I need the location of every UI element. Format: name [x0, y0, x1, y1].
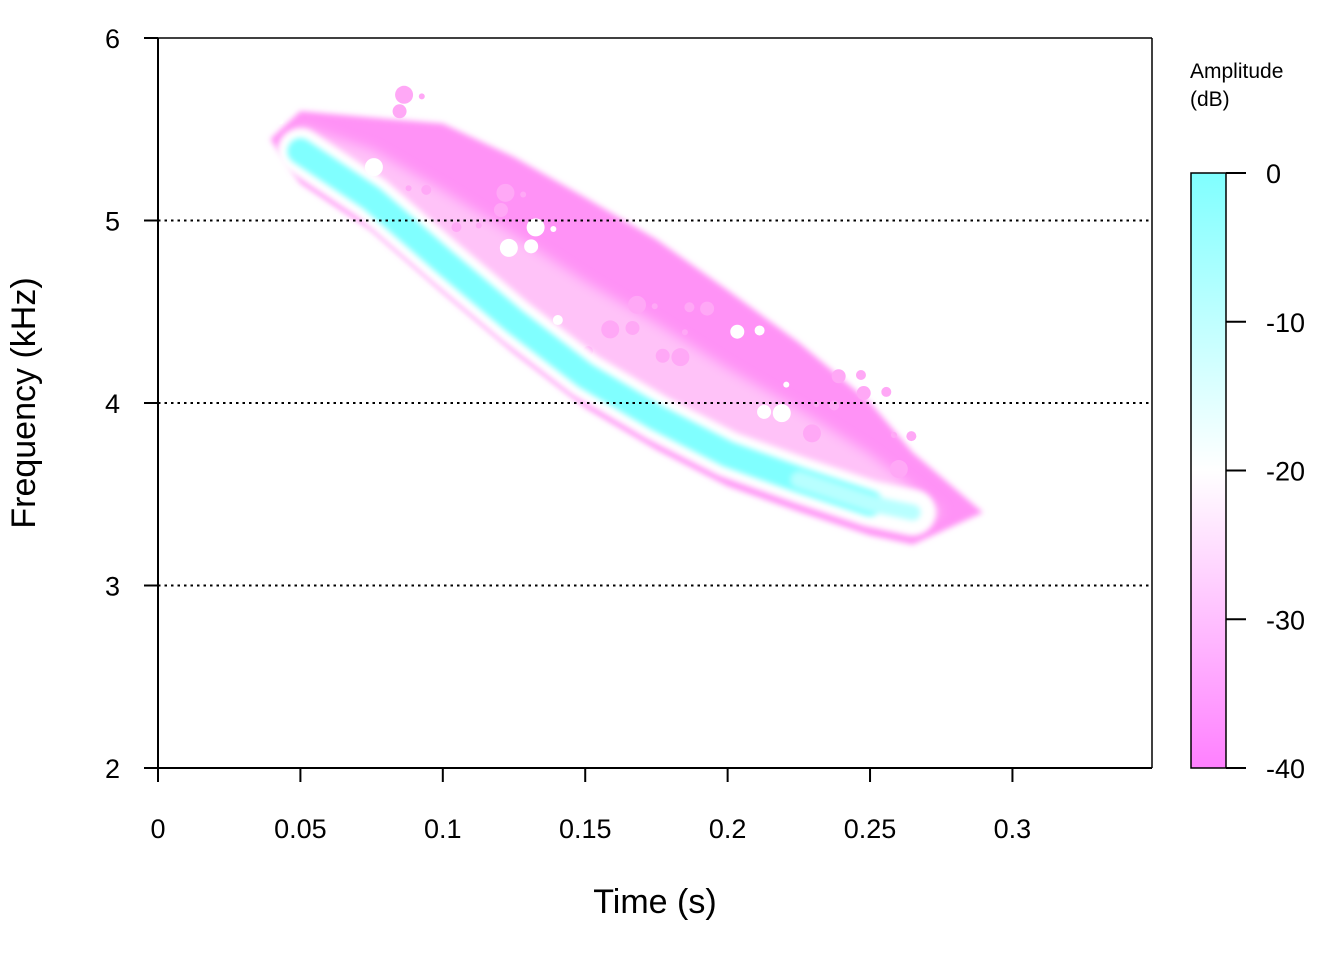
y-tick-label: 4 — [105, 389, 120, 419]
x-tick-label: 0.2 — [709, 814, 747, 844]
spectrogram-signal — [270, 71, 983, 545]
x-tick-label: 0 — [150, 814, 165, 844]
signal-speckle — [671, 348, 690, 367]
signal-speckle — [681, 329, 688, 336]
x-tick-label: 0.15 — [559, 814, 612, 844]
signal-speckle — [552, 315, 563, 326]
signal-speckle — [304, 95, 311, 102]
colorbar-title-line1: Amplitude — [1190, 60, 1283, 83]
signal-speckle — [881, 386, 892, 397]
colorbar-gradient — [1190, 172, 1227, 769]
signal-speckle — [802, 424, 821, 443]
colorbar-tick-label: -10 — [1266, 308, 1305, 338]
signal-speckle — [601, 320, 620, 339]
colorbar-title-line2: (dB) — [1190, 88, 1230, 111]
colorbar-ticks: 0 -10 -20 -30 -40 — [1226, 159, 1305, 784]
y-tick-label: 5 — [105, 207, 120, 237]
signal-speckle — [730, 324, 745, 339]
signal-speckle — [550, 225, 557, 232]
x-tick-label: 0.05 — [274, 814, 327, 844]
colorbar-tick-label: -30 — [1266, 605, 1305, 635]
x-axis-title: Time (s) — [593, 883, 716, 921]
signal-speckle — [418, 93, 425, 100]
signal-speckle — [855, 370, 866, 381]
signal-core — [287, 138, 921, 521]
colorbar-tick-label: -20 — [1266, 457, 1305, 487]
signal-speckle — [346, 71, 357, 82]
y-axis-title: Frequency (kHz) — [5, 277, 43, 528]
signal-speckle — [319, 94, 330, 105]
signal-speckle — [772, 404, 791, 423]
y-tick-label: 2 — [105, 754, 120, 784]
signal-speckle — [700, 301, 715, 316]
signal-speckle — [856, 386, 871, 401]
signal-speckle — [496, 183, 515, 202]
signal-speckle — [451, 222, 462, 233]
signal-speckle — [906, 431, 917, 442]
x-axis-ticks: 0 0.05 0.1 0.15 0.2 0.25 0.3 — [150, 768, 1031, 844]
signal-speckle — [392, 104, 407, 119]
y-tick-label: 6 — [105, 24, 120, 54]
signal-speckle — [890, 432, 897, 439]
colorbar-tick-label: 0 — [1266, 159, 1281, 189]
signal-speckle — [520, 191, 527, 198]
signal-ridge-tail — [790, 471, 921, 521]
signal-speckle — [757, 404, 772, 419]
signal-speckle — [322, 71, 337, 86]
signal-speckle — [395, 85, 414, 104]
signal-speckle — [628, 295, 647, 314]
x-tick-label: 0.3 — [994, 814, 1032, 844]
signal-speckle — [277, 118, 284, 125]
signal-speckle — [475, 222, 482, 229]
signal-ridge — [287, 138, 884, 517]
signal-speckle — [499, 238, 518, 257]
signal-speckle — [889, 460, 908, 479]
signal-speckle — [405, 185, 412, 192]
colorbar-tick-label: -40 — [1266, 754, 1305, 784]
signal-speckle — [493, 202, 508, 217]
signal-speckle — [524, 239, 539, 254]
signal-speckle — [655, 348, 670, 363]
signal-speckle — [526, 218, 545, 237]
x-tick-label: 0.1 — [424, 814, 462, 844]
y-axis-ticks: 2 3 4 5 6 — [105, 24, 158, 784]
signal-speckle — [684, 302, 695, 313]
signal-speckle — [421, 184, 432, 195]
signal-speckle — [651, 303, 658, 310]
signal-speckle — [831, 369, 846, 384]
signal-speckle — [625, 320, 640, 335]
signal-mottling — [277, 71, 917, 479]
colorbar: Amplitude (dB) 0 -10 -20 -30 -40 — [1190, 60, 1305, 784]
signal-speckle — [783, 381, 790, 388]
x-tick-label: 0.25 — [844, 814, 897, 844]
signal-speckle — [754, 325, 765, 336]
signal-speckle — [829, 400, 840, 411]
y-tick-label: 3 — [105, 572, 120, 602]
